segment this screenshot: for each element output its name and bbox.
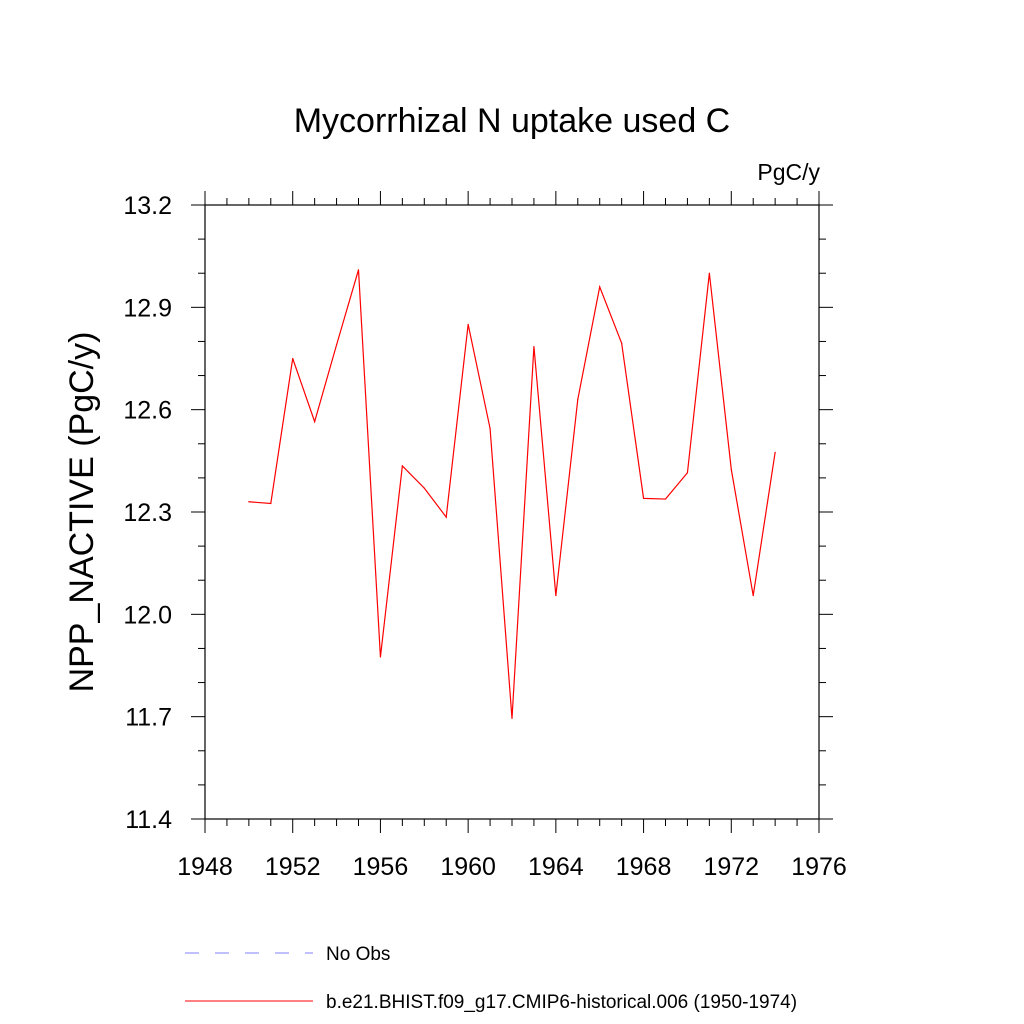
y-tick-label: 11.4 — [125, 806, 172, 834]
data-point — [599, 286, 601, 288]
data-point — [730, 468, 732, 470]
data-point — [357, 269, 360, 271]
legend: No Obs b.e21.BHIST.f09_g17.CMIP6-historic… — [185, 944, 797, 1013]
data-point — [335, 344, 338, 346]
plot-frame — [204, 204, 820, 820]
legend-label: No Obs — [326, 944, 390, 965]
x-tick-label: 1948 — [177, 853, 233, 881]
data-point — [489, 427, 491, 430]
x-tick-label: 1972 — [703, 853, 759, 881]
data-point — [708, 272, 710, 274]
data-point — [445, 516, 447, 518]
y-tick-label: 11.7 — [125, 704, 172, 732]
data-point — [555, 594, 557, 597]
series-line — [248, 269, 776, 719]
tick-labels: 1948 1952 1956 1960 1964 1968 1972 1976 11.4 11.7… — [123, 192, 846, 881]
data-point — [577, 398, 579, 401]
data-point — [511, 717, 513, 719]
legend-label: b.e21.BHIST.f09_g17.CMIP6-historical.006… — [326, 992, 797, 1013]
data-point — [248, 501, 250, 503]
data-point — [379, 656, 382, 658]
data-point — [752, 594, 754, 597]
x-tick-label: 1956 — [353, 853, 409, 881]
data-point — [621, 342, 623, 344]
y-axis-label: NPP_NACTIVE (PgC/y) — [63, 332, 101, 693]
data-point — [314, 421, 316, 423]
x-tick-label: 1960 — [440, 853, 496, 881]
y-tick-label: 12.3 — [123, 499, 172, 527]
y-tick-label: 12.0 — [123, 601, 172, 629]
data-point — [270, 502, 272, 505]
data-point — [467, 323, 469, 325]
data-point — [642, 497, 645, 499]
x-tick-label: 1968 — [616, 853, 672, 881]
chart-title: Mycorrhizal N uptake used C — [294, 102, 731, 140]
axis-ticks — [191, 191, 833, 833]
data-point — [664, 498, 667, 500]
x-tick-label: 1964 — [528, 853, 584, 881]
y-tick-label: 13.2 — [123, 192, 172, 220]
data-point — [686, 472, 689, 474]
series-layer — [248, 269, 776, 719]
y-tick-label: 12.9 — [123, 294, 172, 322]
x-tick-label: 1952 — [265, 853, 321, 881]
units-label: PgC/y — [757, 159, 820, 185]
data-point — [533, 345, 535, 348]
data-point — [292, 357, 294, 360]
data-point — [774, 451, 776, 453]
x-tick-label: 1976 — [791, 853, 847, 881]
data-point — [423, 487, 425, 489]
y-tick-label: 12.6 — [123, 397, 172, 425]
data-point — [401, 465, 403, 467]
